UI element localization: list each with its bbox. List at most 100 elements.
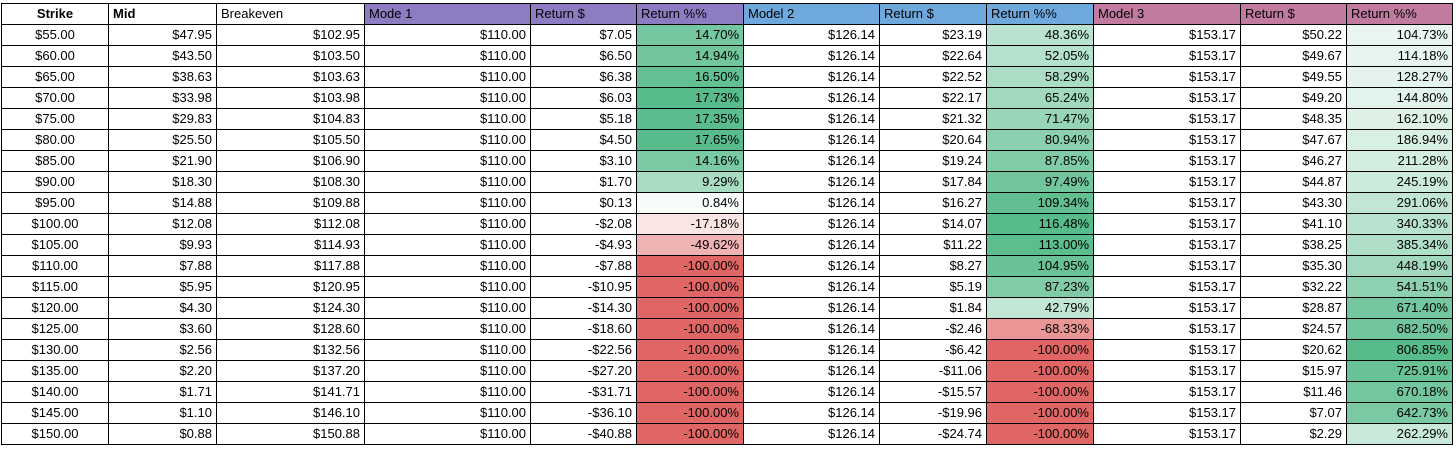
model2-return-pct-cell[interactable]: 65.24% (986, 87, 1094, 109)
model1-return-pct-cell[interactable]: 0.84% (636, 192, 744, 214)
model2-return-dollar-cell[interactable]: -$11.06 (879, 360, 987, 382)
model1-return-pct-cell[interactable]: -100.00% (636, 360, 744, 382)
mid-cell[interactable]: $14.88 (108, 192, 217, 214)
strike-cell[interactable]: $60.00 (1, 45, 109, 67)
model2-return-pct-cell[interactable]: -68.33% (986, 318, 1094, 340)
model1-return-dollar-cell[interactable]: $0.13 (530, 192, 637, 214)
model1-return-pct-cell[interactable]: 14.94% (636, 45, 744, 67)
model2-price-cell[interactable]: $126.14 (743, 255, 880, 277)
model2-price-cell[interactable]: $126.14 (743, 192, 880, 214)
breakeven-cell[interactable]: $114.93 (216, 234, 365, 256)
model1-return-dollar-cell[interactable]: -$31.71 (530, 381, 637, 403)
strike-cell[interactable]: $100.00 (1, 213, 109, 235)
model2-return-dollar-cell[interactable]: $16.27 (879, 192, 987, 214)
model3-return-pct-cell[interactable]: 642.73% (1346, 402, 1453, 424)
model3-return-pct-cell[interactable]: 162.10% (1346, 108, 1453, 130)
model1-return-pct-cell[interactable]: -100.00% (636, 276, 744, 298)
model3-return-pct-cell[interactable]: 806.85% (1346, 339, 1453, 361)
model2-price-cell[interactable]: $126.14 (743, 381, 880, 403)
strike-cell[interactable]: $110.00 (1, 255, 109, 277)
breakeven-cell[interactable]: $112.08 (216, 213, 365, 235)
model3-return-dollar-cell[interactable]: $28.87 (1240, 297, 1347, 319)
model1-price-cell[interactable]: $110.00 (364, 234, 531, 256)
model3-price-cell[interactable]: $153.17 (1093, 423, 1241, 445)
model1-price-cell[interactable]: $110.00 (364, 339, 531, 361)
model3-price-cell[interactable]: $153.17 (1093, 66, 1241, 88)
model1-price-cell[interactable]: $110.00 (364, 150, 531, 172)
model3-price-cell[interactable]: $153.17 (1093, 318, 1241, 340)
model1-return-dollar-cell[interactable]: -$36.10 (530, 402, 637, 424)
mid-cell[interactable]: $1.71 (108, 381, 217, 403)
model2-return-dollar-cell[interactable]: -$2.46 (879, 318, 987, 340)
strike-cell[interactable]: $130.00 (1, 339, 109, 361)
model3-return-dollar-cell[interactable]: $48.35 (1240, 108, 1347, 130)
model2-return-dollar-cell[interactable]: -$19.96 (879, 402, 987, 424)
model2-return-pct-cell[interactable]: 58.29% (986, 66, 1094, 88)
model1-return-dollar-cell[interactable]: -$2.08 (530, 213, 637, 235)
model1-return-pct-cell[interactable]: -100.00% (636, 381, 744, 403)
strike-cell[interactable]: $55.00 (1, 24, 109, 46)
strike-cell[interactable]: $105.00 (1, 234, 109, 256)
model2-return-dollar-cell[interactable]: $22.17 (879, 87, 987, 109)
model1-return-pct-cell[interactable]: -100.00% (636, 297, 744, 319)
model1-return-dollar-cell[interactable]: $7.05 (530, 24, 637, 46)
model1-price-cell[interactable]: $110.00 (364, 360, 531, 382)
model1-return-dollar-cell[interactable]: -$10.95 (530, 276, 637, 298)
model1-return-pct-cell[interactable]: 17.35% (636, 108, 744, 130)
strike-cell[interactable]: $145.00 (1, 402, 109, 424)
breakeven-cell[interactable]: $105.50 (216, 129, 365, 151)
strike-cell[interactable]: $150.00 (1, 423, 109, 445)
model1-return-pct-cell[interactable]: -100.00% (636, 255, 744, 277)
model2-return-pct-cell[interactable]: 104.95% (986, 255, 1094, 277)
model3-price-cell[interactable]: $153.17 (1093, 24, 1241, 46)
model1-return-pct-cell[interactable]: -17.18% (636, 213, 744, 235)
model3-return-dollar-cell[interactable]: $7.07 (1240, 402, 1347, 424)
model1-return-dollar-cell[interactable]: -$18.60 (530, 318, 637, 340)
model3-return-dollar-cell[interactable]: $43.30 (1240, 192, 1347, 214)
model2-price-cell[interactable]: $126.14 (743, 87, 880, 109)
model2-return-pct-cell[interactable]: -100.00% (986, 423, 1094, 445)
model3-return-dollar-cell[interactable]: $41.10 (1240, 213, 1347, 235)
column-header[interactable]: Return $ (530, 3, 637, 25)
model1-return-dollar-cell[interactable]: -$22.56 (530, 339, 637, 361)
model2-return-dollar-cell[interactable]: $22.52 (879, 66, 987, 88)
model2-price-cell[interactable]: $126.14 (743, 108, 880, 130)
model3-return-dollar-cell[interactable]: $49.20 (1240, 87, 1347, 109)
model1-price-cell[interactable]: $110.00 (364, 45, 531, 67)
column-header[interactable]: Mode 1 (364, 3, 531, 25)
mid-cell[interactable]: $43.50 (108, 45, 217, 67)
model1-price-cell[interactable]: $110.00 (364, 297, 531, 319)
model1-return-pct-cell[interactable]: 17.73% (636, 87, 744, 109)
model1-return-dollar-cell[interactable]: $5.18 (530, 108, 637, 130)
model1-price-cell[interactable]: $110.00 (364, 402, 531, 424)
model3-return-dollar-cell[interactable]: $32.22 (1240, 276, 1347, 298)
strike-cell[interactable]: $70.00 (1, 87, 109, 109)
strike-cell[interactable]: $65.00 (1, 66, 109, 88)
model3-return-pct-cell[interactable]: 541.51% (1346, 276, 1453, 298)
breakeven-cell[interactable]: $146.10 (216, 402, 365, 424)
model1-return-pct-cell[interactable]: 9.29% (636, 171, 744, 193)
model3-price-cell[interactable]: $153.17 (1093, 234, 1241, 256)
model1-return-pct-cell[interactable]: -100.00% (636, 339, 744, 361)
model2-return-dollar-cell[interactable]: $5.19 (879, 276, 987, 298)
model1-return-dollar-cell[interactable]: $4.50 (530, 129, 637, 151)
strike-cell[interactable]: $80.00 (1, 129, 109, 151)
model3-price-cell[interactable]: $153.17 (1093, 129, 1241, 151)
model3-return-pct-cell[interactable]: 340.33% (1346, 213, 1453, 235)
model2-return-pct-cell[interactable]: 42.79% (986, 297, 1094, 319)
model3-price-cell[interactable]: $153.17 (1093, 213, 1241, 235)
model1-price-cell[interactable]: $110.00 (364, 318, 531, 340)
model3-return-pct-cell[interactable]: 262.29% (1346, 423, 1453, 445)
breakeven-cell[interactable]: $106.90 (216, 150, 365, 172)
column-header[interactable]: Mid (108, 3, 217, 25)
model2-return-pct-cell[interactable]: 87.85% (986, 150, 1094, 172)
model3-price-cell[interactable]: $153.17 (1093, 381, 1241, 403)
breakeven-cell[interactable]: $108.30 (216, 171, 365, 193)
model3-return-dollar-cell[interactable]: $20.62 (1240, 339, 1347, 361)
model2-price-cell[interactable]: $126.14 (743, 297, 880, 319)
model3-price-cell[interactable]: $153.17 (1093, 45, 1241, 67)
model3-return-dollar-cell[interactable]: $35.30 (1240, 255, 1347, 277)
model2-return-dollar-cell[interactable]: $17.84 (879, 171, 987, 193)
mid-cell[interactable]: $9.93 (108, 234, 217, 256)
model1-return-pct-cell[interactable]: -100.00% (636, 423, 744, 445)
